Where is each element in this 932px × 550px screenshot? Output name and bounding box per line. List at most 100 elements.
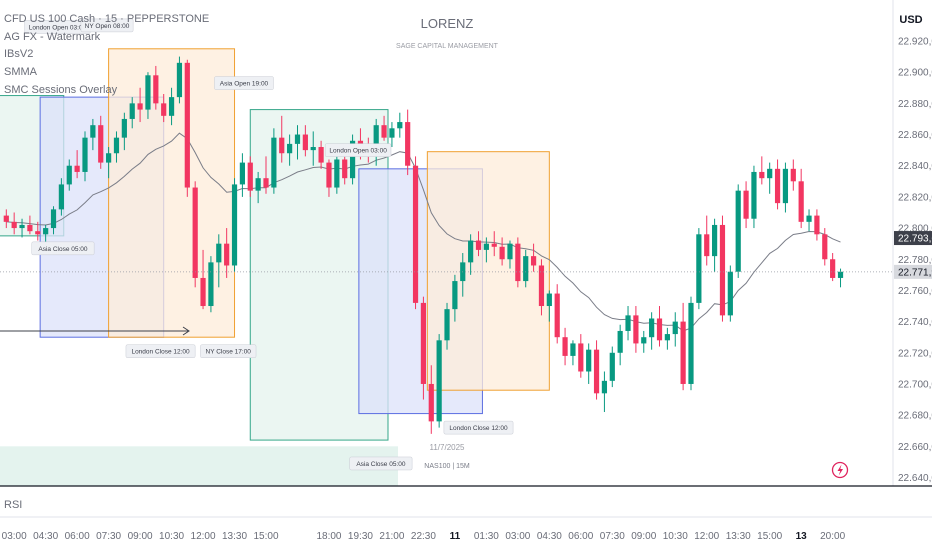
candle-body xyxy=(507,243,513,260)
indicator-watermark[interactable]: AG FX - Watermark xyxy=(4,31,101,43)
session-box-ny[interactable] xyxy=(426,151,550,391)
watermark-subtitle: SAGE CAPITAL MANAGEMENT xyxy=(396,43,499,50)
price-tick: 22.660,0 xyxy=(898,442,932,453)
session-label[interactable]: London Close 12:00 xyxy=(125,344,196,358)
candle-body xyxy=(294,134,301,144)
price-tick: 22.860,0 xyxy=(898,130,932,141)
candle-body xyxy=(302,134,308,151)
indicator-ibsv2[interactable]: IBsV2 xyxy=(4,48,33,60)
candle-body xyxy=(74,165,80,172)
arrow-drawing[interactable] xyxy=(0,326,190,336)
watermark-title: LORENZ xyxy=(421,16,474,31)
rsi-pane-label[interactable]: RSI xyxy=(4,499,22,511)
candle-body xyxy=(113,137,120,154)
candle-body xyxy=(318,147,324,163)
session-label[interactable]: London Open 03:00 xyxy=(324,143,392,157)
price-tick: 22.900,0 xyxy=(898,68,932,79)
time-tick: 11 xyxy=(450,531,461,542)
candle-body xyxy=(129,103,135,119)
candle-body xyxy=(680,321,686,384)
candle-body xyxy=(98,125,104,163)
session-label-text: London Close 12:00 xyxy=(131,349,190,356)
price-tick: 22.760,0 xyxy=(898,286,932,297)
time-tick: 21:00 xyxy=(379,531,404,542)
candle-body xyxy=(743,190,749,219)
candle-body xyxy=(216,243,222,263)
session-label-box xyxy=(31,241,95,256)
price-tag xyxy=(894,264,932,279)
candle-body xyxy=(334,159,340,188)
candle-body xyxy=(593,349,600,394)
price-tick: 22.700,0 xyxy=(898,379,932,390)
session-label-text: Asia Close 05:00 xyxy=(38,246,88,253)
candle-body xyxy=(397,122,403,129)
candle-body xyxy=(342,159,348,179)
candle-body xyxy=(176,62,183,98)
session-label-box xyxy=(324,143,392,157)
candle-body xyxy=(782,168,789,204)
candle-body xyxy=(798,181,804,222)
indicator-smc-sessions[interactable]: SMC Sessions Overlay xyxy=(4,84,118,96)
candle-body xyxy=(436,340,442,422)
candle-body xyxy=(200,277,206,307)
candle-body xyxy=(161,103,167,116)
candle-body xyxy=(727,271,733,316)
session-label[interactable]: Asia Close 05:00 xyxy=(31,241,95,256)
time-tick: 13 xyxy=(796,531,808,542)
time-tick: 06:00 xyxy=(65,531,90,542)
session-label-box xyxy=(200,344,257,358)
candle-body xyxy=(523,256,529,282)
alert-icon[interactable] xyxy=(831,461,849,479)
price-tick: 22.920,0 xyxy=(898,37,932,48)
candle-body xyxy=(420,302,427,384)
candle-body xyxy=(192,187,198,278)
candle-body xyxy=(617,330,623,353)
candle-body xyxy=(373,125,379,157)
candle-body xyxy=(271,137,277,188)
time-tick: 22:30 xyxy=(411,531,436,542)
candle-body xyxy=(806,215,812,222)
candle-body xyxy=(570,343,576,356)
session-label[interactable]: NY Close 17:00 xyxy=(200,344,257,358)
price-tick: 22.840,0 xyxy=(898,161,932,172)
candle-body xyxy=(255,178,261,191)
candle-body xyxy=(649,318,655,338)
candle-body xyxy=(578,343,584,372)
time-tick: 06:00 xyxy=(568,531,593,542)
candle-body xyxy=(830,259,836,278)
session-label[interactable]: Asia Close 05:00 xyxy=(349,456,413,471)
candle-body xyxy=(475,240,482,250)
time-tick: 03:00 xyxy=(505,531,530,542)
symbol-title[interactable]: CFD US 100 Cash · 15 · PEPPERSTONE xyxy=(4,13,209,25)
candle-body xyxy=(538,265,545,307)
candle-body xyxy=(239,162,245,185)
price-tick: 22.720,0 xyxy=(898,348,932,359)
session-label[interactable]: Asia Open 19:00 xyxy=(214,76,274,90)
candle-body xyxy=(688,302,694,384)
candle-body xyxy=(389,128,395,138)
price-tick: 22.680,0 xyxy=(898,411,932,422)
candle-body xyxy=(444,309,450,341)
session-label[interactable]: NY Open 08:00 xyxy=(80,18,134,33)
candle-body xyxy=(790,168,796,182)
session-label-text: London Open 03:00 xyxy=(29,24,87,31)
time-tick: 12:00 xyxy=(694,531,719,542)
time-tick: 19:30 xyxy=(348,531,373,542)
candle-body xyxy=(704,234,710,257)
candle-body xyxy=(231,184,238,266)
candle-body xyxy=(696,234,702,303)
candle-body xyxy=(326,162,332,188)
indicator-smma[interactable]: SMMA xyxy=(4,66,38,78)
candle-body xyxy=(719,224,726,316)
candle-body xyxy=(468,240,474,263)
candle-body xyxy=(499,246,505,260)
price-axis: 22.920,0 22.900,0 22.880,0 22.860,0 22.840,0… xyxy=(0,37,932,484)
candle-body xyxy=(601,380,608,394)
candle-body xyxy=(381,125,387,138)
candle-body xyxy=(168,97,175,116)
price-tick: 22.820,0 xyxy=(898,192,932,203)
candle-body xyxy=(82,137,88,172)
currency-label[interactable]: USD xyxy=(899,14,922,26)
session-label[interactable]: London Close 12:00 xyxy=(443,420,514,435)
